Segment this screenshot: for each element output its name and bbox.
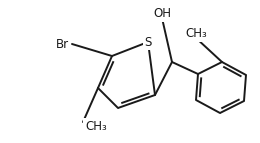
Text: OH: OH [153, 7, 171, 20]
Text: CH₃: CH₃ [185, 27, 207, 40]
Text: Br: Br [56, 37, 69, 50]
Text: CH₃: CH₃ [85, 120, 107, 133]
Text: S: S [144, 35, 152, 48]
